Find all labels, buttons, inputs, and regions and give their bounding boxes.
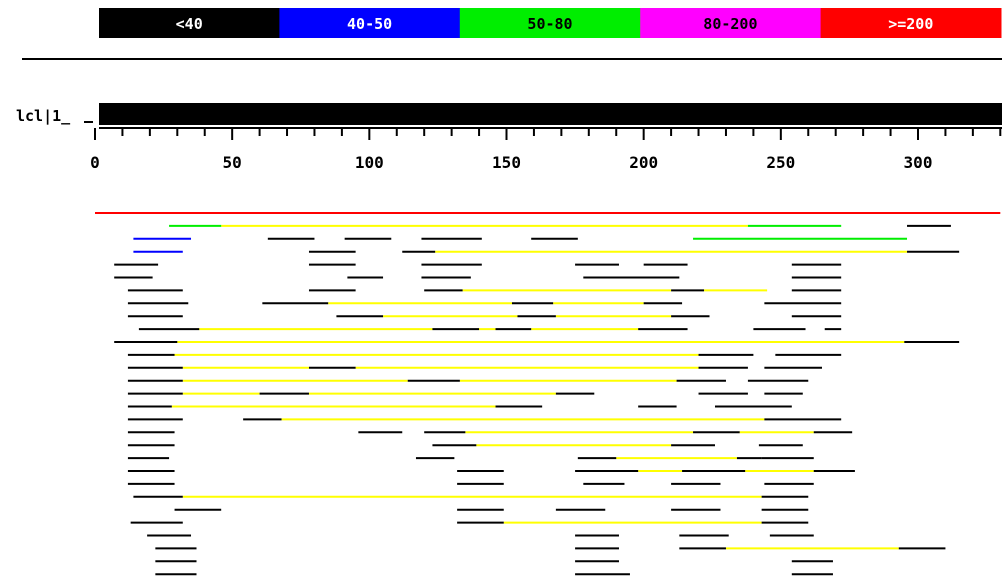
- legend-swatch: [459, 8, 641, 38]
- alignment-hits: [95, 212, 1001, 576]
- tick-label: 50: [223, 153, 242, 172]
- legend-label: >=200: [888, 15, 933, 33]
- tick-label: 200: [629, 153, 658, 172]
- x-axis: 0 50 100 150 200 250 300: [90, 128, 1002, 172]
- color-key-legend: <40 40-50 50-80 80-200 >=200: [99, 8, 1002, 38]
- query-label: lcl|1_: [16, 107, 71, 126]
- legend-swatch: [640, 8, 822, 38]
- tick-label: 150: [492, 153, 521, 172]
- tick-label: 250: [766, 153, 795, 172]
- legend-label: 40-50: [347, 15, 392, 33]
- tick-label: 100: [355, 153, 384, 172]
- legend-swatch: [99, 8, 280, 38]
- legend-swatch: [820, 8, 1002, 38]
- legend-swatch: [279, 8, 461, 38]
- query-bar: [99, 103, 1002, 125]
- tick-label: 300: [904, 153, 933, 172]
- legend-label: <40: [176, 15, 203, 33]
- legend-label: 80-200: [703, 15, 757, 33]
- tick-label: 0: [90, 153, 100, 172]
- legend-label: 50-80: [527, 15, 572, 33]
